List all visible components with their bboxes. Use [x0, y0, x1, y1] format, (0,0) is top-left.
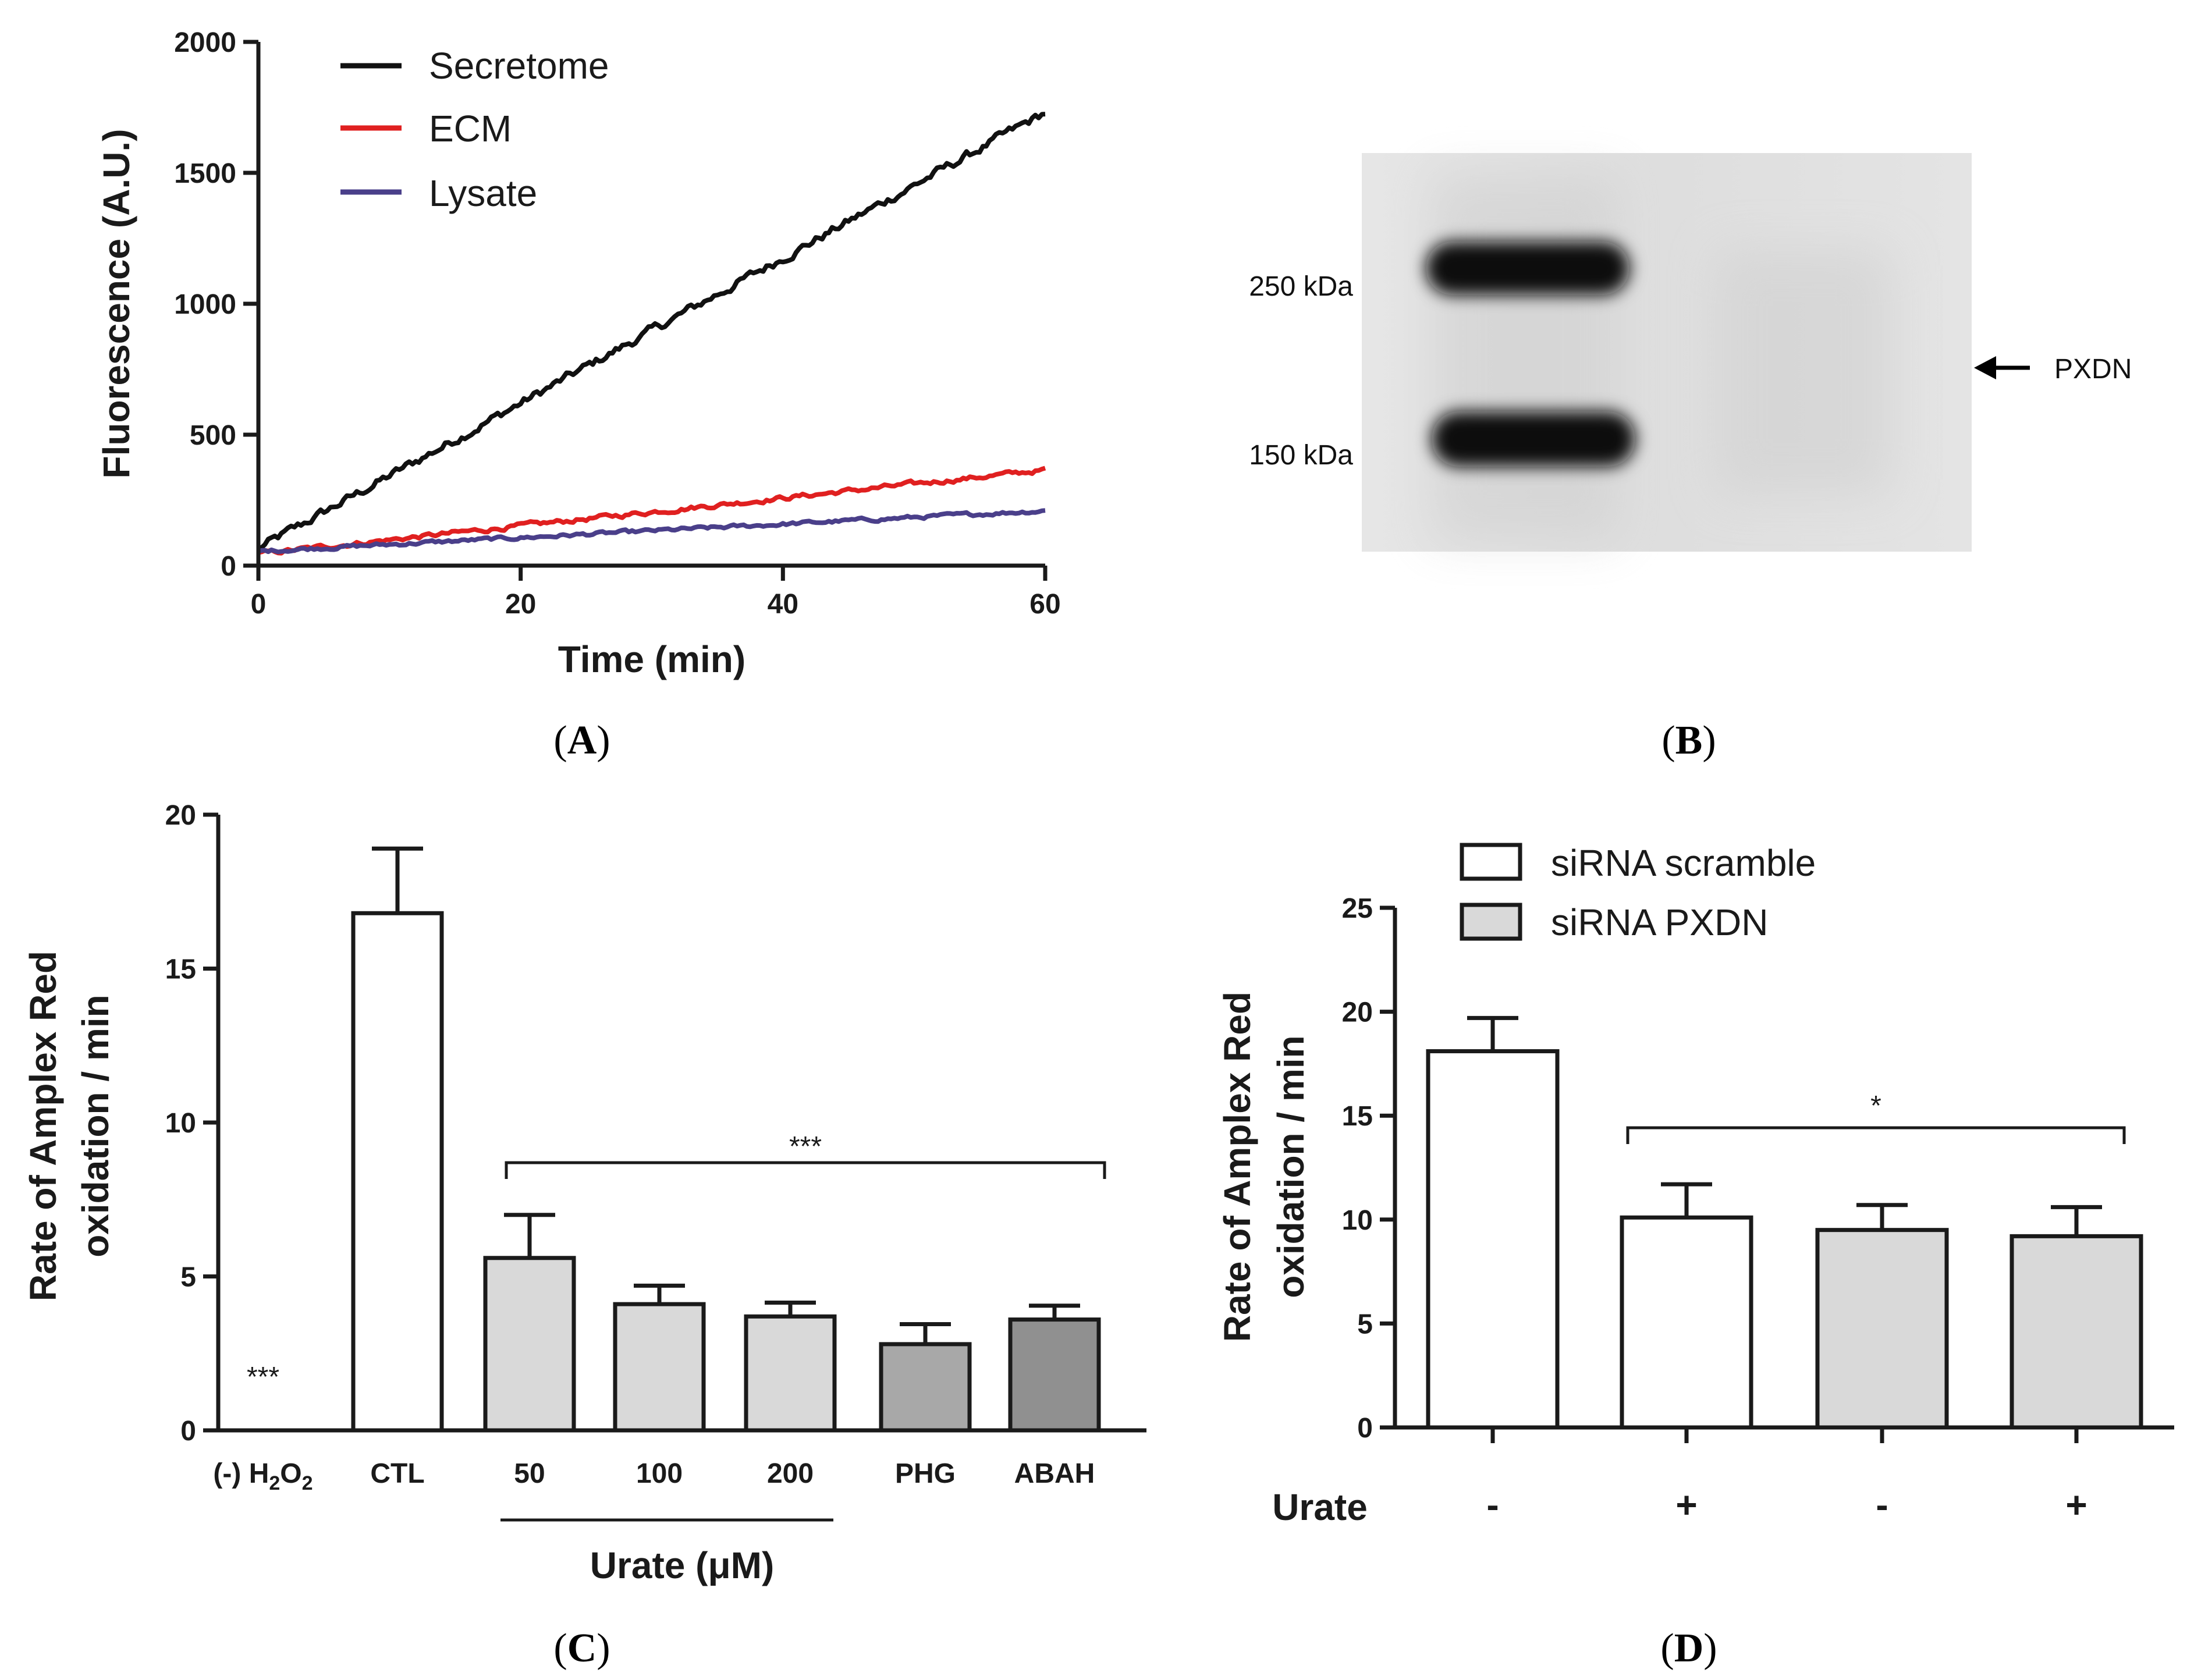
legend-lysate-label: Lysate: [429, 172, 537, 214]
legend-siRNA-scramble-swatch: [1460, 843, 1522, 881]
panel-c-ytick-label: 10: [165, 1108, 196, 1139]
svg-text:Rate of Amplex Red: Rate of Amplex Red: [22, 951, 64, 1301]
legend-siRNA-scramble-label: siRNA scramble: [1551, 842, 1816, 884]
panel-c-ytick-label: 0: [180, 1416, 196, 1447]
panel-c-xtick-label: PHG: [895, 1458, 956, 1489]
legend-secretome-label: Secretome: [429, 45, 609, 87]
panel-d-y-ticks: 0 5 10 15 20 25: [1342, 893, 1395, 1444]
panel-c-significance-bracket: ***: [505, 1131, 1106, 1179]
panel-c-xtick-label: (-) H2O2: [213, 1458, 313, 1494]
panel-d-bar-item-0: [1426, 1049, 1560, 1430]
panel-a-series-lines: [257, 112, 1046, 556]
panel-d-significance-bracket: *: [1626, 1091, 2126, 1144]
panel-c-control-significance: ***: [247, 1362, 279, 1393]
pxdn-arrow-icon: [1974, 356, 2030, 379]
panel-d-bars: [1426, 1015, 2143, 1430]
panel-d-ytick-label: 15: [1342, 1101, 1373, 1132]
svg-text:***: ***: [789, 1131, 822, 1162]
panel-a-line-chart: 0 500 1000 1500 2000 0 20 40 60 Time (min) Fluo…: [95, 27, 1061, 680]
svg-text:oxidation / min: oxidation / min: [1270, 1035, 1312, 1298]
panel-d-ytick-label: 0: [1357, 1413, 1373, 1444]
panel-a-y-axis-label: Fluorescence (A.U.): [95, 129, 137, 478]
panel-d-ytick-label: 10: [1342, 1205, 1373, 1236]
panel-c-urate-group-label: Urate (μM): [590, 1544, 775, 1586]
blot-marker-250-label: 250 kDa: [1249, 271, 1353, 302]
panel-c-bar-50-2: [483, 1256, 576, 1433]
panel-a-y-ticks: 0 500 1000 1500 2000: [174, 27, 258, 582]
panel-a-x-axis-label: Time (min): [558, 638, 745, 680]
panel-a-ytick-label: 0: [221, 551, 236, 582]
panel-c-y-axis-label: Rate of Amplex Red oxidation / min: [22, 951, 116, 1301]
panel-d-urate-sign: +: [2065, 1484, 2087, 1526]
panel-a-xtick-label: 0: [251, 589, 267, 620]
svg-text:Rate of Amplex Red: Rate of Amplex Red: [1216, 992, 1258, 1342]
panel-d-bar-item-1: [1620, 1215, 1753, 1430]
panel-a-xtick-label: 20: [505, 589, 536, 620]
panel-c-ytick-label: 5: [180, 1262, 196, 1293]
panel-a-x-ticks: 0 20 40 60: [251, 566, 1061, 620]
panel-c-xtick-label: ABAH: [1014, 1458, 1095, 1489]
panel-a-ytick-label: 1000: [174, 289, 236, 320]
panel-c-ytick-label: 15: [165, 954, 196, 985]
panel-c-bars: [351, 846, 1101, 1433]
panel-c-xtick-label: 50: [514, 1458, 545, 1489]
panel-d-legend: siRNA scramble siRNA PXDN: [1460, 842, 1816, 943]
panel-d-bar-item-3: [2010, 1234, 2143, 1430]
panel-c-xtick-label: 100: [636, 1458, 683, 1489]
panel-d-x-ticks: - + - +: [1486, 1427, 2087, 1526]
series-line-lysate: [257, 508, 1046, 555]
panel-c-bar-100-3: [613, 1302, 706, 1433]
blot-band-150: [1432, 411, 1635, 467]
panel-d-urate-sign: -: [1486, 1484, 1499, 1526]
legend-siRNA-pxdn-label: siRNA PXDN: [1551, 901, 1768, 943]
panel-d-ytick-label: 5: [1357, 1309, 1373, 1340]
series-line-ecm: [258, 466, 1046, 556]
panel-a-xtick-label: 60: [1029, 589, 1060, 620]
svg-text:*: *: [1870, 1091, 1881, 1121]
panel-d-urate-row-label: Urate: [1272, 1486, 1368, 1528]
blot-target-label: PXDN: [2054, 354, 2132, 385]
panel-c-bar-phg-5: [879, 1342, 972, 1433]
panel-label-a: (A): [553, 718, 610, 763]
panel-d-bar-chart: 0 5 10 15 20 25 - + - + Rate of Amplex Red oxida…: [1216, 842, 2174, 1528]
blot-marker-150-label: 150 kDa: [1249, 440, 1353, 471]
panel-c-x-ticks: (-) H2O2 CTL 50 100 200 PHG ABAH: [213, 1458, 1095, 1494]
panel-c-y-ticks: 0 5 10 15 20: [165, 800, 218, 1447]
panel-c-bar-200-4: [744, 1314, 837, 1433]
svg-text:oxidation / min: oxidation / min: [74, 994, 116, 1258]
panel-b-western-blot: 250 kDa 150 kDa PXDN: [1249, 153, 2132, 552]
panel-a-legend: Secretome ECM Lysate: [340, 45, 609, 214]
panel-label-b: (B): [1661, 718, 1716, 763]
panel-label-c: (C): [553, 1626, 610, 1671]
blot-smear: [1717, 250, 1891, 495]
panel-d-y-axis-label: Rate of Amplex Red oxidation / min: [1216, 992, 1312, 1342]
panel-d-bar-item-2: [1815, 1228, 1949, 1430]
panel-c-xtick-label: 200: [767, 1458, 814, 1489]
panel-d-urate-sign: -: [1876, 1484, 1888, 1526]
panel-a-ytick-label: 1500: [174, 158, 236, 189]
panel-d-urate-sign: +: [1675, 1484, 1697, 1526]
panel-d-ytick-label: 25: [1342, 893, 1373, 924]
panel-c-bar-chart: 0 5 10 15 20 (-) H2O2 CTL 50 100 200 PHG ABAH Rate…: [22, 800, 1146, 1586]
panel-a-ytick-label: 2000: [174, 27, 236, 58]
panel-c-ytick-label: 20: [165, 800, 196, 831]
blot-marker-lane: [1432, 175, 1618, 541]
panel-a-ytick-label: 500: [190, 420, 236, 451]
panel-c-xtick-label: CTL: [370, 1458, 424, 1489]
panel-a-xtick-label: 40: [768, 589, 798, 620]
legend-ecm-label: ECM: [429, 108, 512, 150]
legend-siRNA-pxdn-swatch: [1460, 903, 1522, 941]
series-line-secretome: [258, 112, 1046, 550]
panel-c-bar-abah-6: [1008, 1317, 1101, 1433]
panel-label-d: (D): [1660, 1626, 1717, 1671]
panel-d-ytick-label: 20: [1342, 997, 1373, 1028]
panel-c-bar-ctl-1: [351, 911, 444, 1433]
blot-band-250: [1426, 241, 1629, 295]
